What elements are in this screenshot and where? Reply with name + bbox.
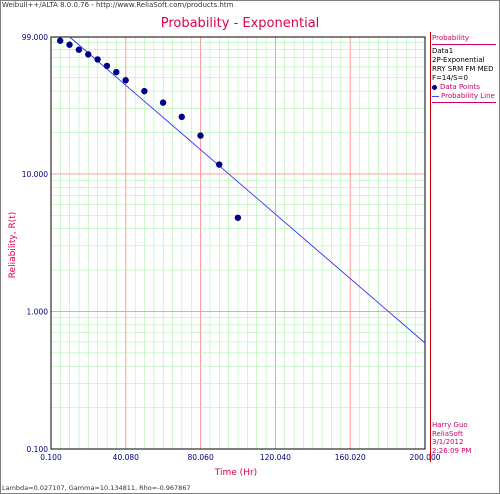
data-point xyxy=(122,77,129,84)
signature-name: Harry Guo xyxy=(432,421,468,429)
signature-block: Harry Guo ReliaSoft 3/1/2012 2:26:09 PM xyxy=(432,421,496,455)
legend-header: Probability xyxy=(432,34,496,45)
legend-line-model: 2P-Exponential xyxy=(432,56,485,64)
data-series xyxy=(56,36,426,344)
plot-grid xyxy=(51,37,425,450)
data-point xyxy=(75,46,83,53)
x-tick-label: 80.060 xyxy=(187,453,213,462)
legend-probability-line: Probability Line xyxy=(432,92,496,103)
data-point xyxy=(113,68,120,76)
signature-date: 3/1/2012 xyxy=(432,438,464,446)
data-point xyxy=(141,87,148,95)
data-point xyxy=(178,113,185,121)
x-tick-label: 160.020 xyxy=(335,453,366,462)
data-point xyxy=(234,214,242,221)
data-point xyxy=(85,51,92,58)
legend-line-dataset: Data1 xyxy=(432,47,454,55)
data-point xyxy=(56,37,64,44)
data-point xyxy=(197,132,204,139)
data-point-marker-icon xyxy=(432,84,437,90)
legend-divider xyxy=(430,32,431,462)
y-tick-label: 1.000 xyxy=(27,307,49,316)
legend-line-method: RRY SRM FM MED xyxy=(432,65,494,73)
data-point xyxy=(159,99,167,106)
plot-border xyxy=(50,36,426,450)
parameters-caption: Lambda=0.027107, Gamma=10.134811, Rho=-0… xyxy=(2,484,191,492)
legend-data-points-label: Data Points xyxy=(440,83,480,91)
x-tick-label: 200.000 xyxy=(409,453,440,462)
data-point xyxy=(103,62,111,70)
axis-ticks: 0.100 40.080 80.060 120.040 160.020 200.000 99… xyxy=(22,33,441,462)
probability-line xyxy=(69,36,426,344)
x-tick-label: 0.100 xyxy=(40,453,62,462)
x-axis-label: Time (Hr) xyxy=(214,468,257,478)
y-tick-label: 10.000 xyxy=(22,170,48,179)
x-tick-label: 120.040 xyxy=(260,453,291,462)
line-marker-icon xyxy=(432,95,439,97)
data-point xyxy=(94,56,101,63)
window-caption: Weibull++/ALTA 8.0.0.76 - http://www.Rel… xyxy=(2,1,234,9)
chart-title: Probability - Exponential xyxy=(161,16,320,31)
legend-line-failures: F=14/S=0 xyxy=(432,74,468,82)
legend-probability-line-label: Probability Line xyxy=(441,92,495,100)
data-point xyxy=(66,41,73,48)
x-tick-label: 40.080 xyxy=(113,453,139,462)
y-axis-label: Reliability, R(t) xyxy=(8,212,18,279)
signature-company: ReliaSoft xyxy=(432,429,463,438)
y-tick-label: 99.000 xyxy=(22,33,48,42)
data-point xyxy=(215,161,223,168)
legend-panel: Probability Data1 2P-Exponential RRY SRM… xyxy=(432,34,496,103)
legend-data-points: Data Points xyxy=(432,83,496,92)
y-tick-label: 0.100 xyxy=(27,445,49,454)
signature-time: 2:26:09 PM xyxy=(432,446,472,455)
